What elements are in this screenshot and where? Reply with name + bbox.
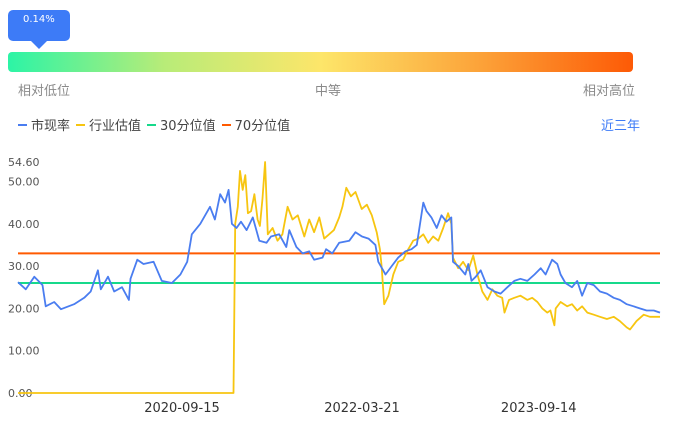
gauge-label-low: 相对低位 [18, 84, 71, 99]
y-tick-label: 30.00 [8, 260, 40, 273]
legend-item-p70[interactable]: 70分位值 [221, 115, 291, 134]
legend-label-p70: 70分位值 [234, 119, 291, 134]
y-tick-label: 40.00 [8, 218, 40, 231]
percentile-gauge-bar [8, 52, 633, 72]
chart-lines [17, 161, 661, 394]
gauge-label-mid: 中等 [315, 84, 342, 99]
range-selector-3y[interactable]: 近三年 [600, 119, 640, 134]
legend-swatch-p30 [147, 123, 157, 126]
y-tick-label: 10.00 [8, 345, 40, 358]
y-tick-label: 50.00 [8, 175, 40, 188]
x-tick-label: 2022-03-21 [324, 401, 400, 416]
legend-swatch-industry [76, 123, 86, 126]
chart-legend: 市现率 行业估值 30分位值 70分位值 [18, 115, 296, 134]
series-line-industry [18, 161, 660, 394]
legend-label-pcf: 市现率 [31, 119, 71, 134]
x-tick-label: 2023-09-14 [501, 401, 577, 416]
legend-label-industry: 行业估值 [89, 119, 142, 134]
series-line-pcf [17, 189, 661, 314]
x-axis-ticks: 2020-09-15 2022-03-21 2023-09-14 [144, 401, 576, 416]
percentile-tooltip: 0.14% [7, 10, 70, 41]
legend-swatch-p70 [221, 123, 231, 126]
legend-item-industry[interactable]: 行业估值 [76, 115, 141, 134]
legend-swatch-pcf [18, 123, 27, 126]
legend-item-p30[interactable]: 30分位值 [147, 115, 216, 134]
percentile-tooltip-text: 0.14% [22, 14, 55, 25]
percentile-tooltip-arrow [30, 41, 47, 49]
legend-label-p30: 30分位值 [160, 119, 216, 134]
gauge-label-high: 相对高位 [583, 84, 636, 99]
x-tick-label: 2020-09-15 [144, 401, 220, 416]
y-tick-label: 54.60 [8, 156, 40, 169]
legend-item-pcf[interactable]: 市现率 [18, 115, 70, 134]
y-tick-label: 20.00 [8, 302, 40, 315]
